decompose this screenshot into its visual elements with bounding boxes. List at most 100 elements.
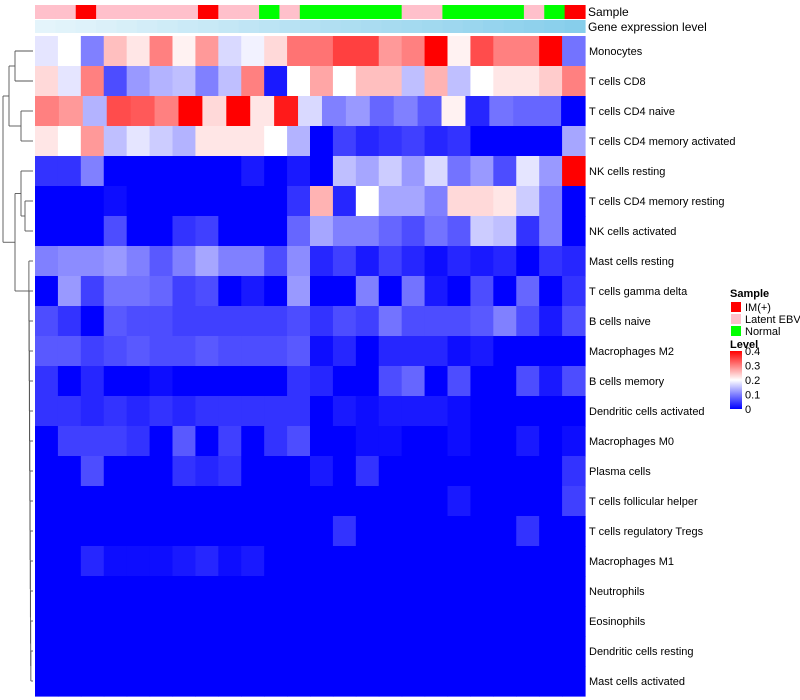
expression-annotation-cell (177, 20, 199, 33)
heatmap-cell (218, 666, 242, 697)
heatmap-cell (470, 516, 494, 547)
heatmap-cell (447, 126, 472, 157)
heatmap-cell (321, 96, 347, 127)
heatmap-cell (172, 426, 197, 457)
expression-annotation-cell (381, 20, 403, 33)
heatmap-cell (172, 396, 197, 427)
level-tick-label: 0.1 (745, 390, 760, 402)
heatmap-cell (218, 456, 242, 487)
heatmap-cell (35, 666, 59, 697)
heatmap-cell (264, 636, 288, 667)
heatmap-cell (378, 336, 403, 367)
heatmap-cell (310, 186, 334, 217)
heatmap-cell (539, 216, 563, 247)
heatmap-cell (298, 96, 323, 127)
heatmap-cell (355, 486, 380, 517)
heatmap-cell (470, 156, 494, 187)
heatmap-cell (264, 306, 288, 337)
heatmap-cell (310, 486, 334, 517)
heatmap-cell (103, 156, 128, 187)
heatmap-cell (126, 516, 151, 547)
heatmap-cell (172, 636, 197, 667)
heatmap-cell (172, 366, 197, 397)
heatmap-cell (493, 186, 517, 217)
heatmap-cell (241, 396, 265, 427)
heatmap-cell (103, 396, 128, 427)
row-label: NK cells activated (589, 226, 676, 238)
heatmap-cell (378, 36, 403, 67)
heatmap-cell (516, 456, 540, 487)
heatmap-cell (80, 426, 105, 457)
heatmap-cell (378, 606, 403, 637)
heatmap-cell (126, 486, 151, 517)
heatmap-cell (493, 156, 517, 187)
heatmap-cell (57, 126, 82, 157)
expression-annotation-cell (564, 20, 586, 33)
heatmap-cell (516, 576, 540, 607)
heatmap-cell (424, 486, 449, 517)
heatmap-cell (80, 606, 105, 637)
heatmap-cell (401, 426, 426, 457)
heatmap-cell (80, 66, 105, 97)
legend-swatch (731, 314, 741, 324)
heatmap-cell (332, 516, 357, 547)
heatmap-cell (355, 546, 380, 577)
heatmap-cell (35, 66, 59, 97)
heatmap-cell (516, 426, 540, 457)
heatmap-cell (172, 546, 197, 577)
heatmap-cell (287, 456, 311, 487)
heatmap-cell (332, 546, 357, 577)
heatmap-cell (332, 486, 357, 517)
heatmap-cell (195, 576, 219, 607)
heatmap-cell (241, 66, 265, 97)
heatmap-cell (126, 156, 151, 187)
heatmap-cell (274, 96, 299, 127)
sample-annotation-cell (503, 5, 525, 19)
heatmap-cell (355, 306, 380, 337)
legend-label: IM(+) (745, 302, 771, 314)
heatmap-cell (470, 306, 494, 337)
heatmap-cell (562, 576, 586, 607)
heatmap-cell (57, 216, 82, 247)
sample-annotation-cell (279, 5, 301, 19)
expression-annotation-cell (96, 20, 118, 33)
heatmap-cell (447, 246, 472, 277)
heatmap-cell (424, 336, 449, 367)
heatmap-cell (218, 486, 242, 517)
column-annotations (35, 5, 586, 33)
heatmap-cell (226, 96, 251, 127)
heatmap-cell (401, 216, 426, 247)
heatmap-cell (80, 126, 105, 157)
heatmap-cell (470, 396, 494, 427)
heatmap-cell (172, 666, 197, 697)
heatmap-cell (310, 396, 334, 427)
heatmap-cell (539, 276, 563, 307)
heatmap-cell (35, 156, 59, 187)
heatmap-cell (218, 66, 242, 97)
heatmap-cell (401, 456, 426, 487)
heatmap-cell (172, 156, 197, 187)
heatmap-cell (103, 576, 128, 607)
heatmap-cell (355, 186, 380, 217)
heatmap-cell (35, 636, 59, 667)
heatmap-cell (103, 336, 128, 367)
heatmap-cell (103, 66, 128, 97)
heatmap-cell (57, 606, 82, 637)
heatmap-cell (562, 546, 586, 577)
heatmap-cell (218, 126, 242, 157)
heatmap-cell (562, 486, 586, 517)
heatmap-cell (424, 366, 449, 397)
expression-annotation-cell (320, 20, 342, 33)
sample-annotation-cell (55, 5, 77, 19)
heatmap-cell (310, 126, 334, 157)
row-label: T cells CD4 memory activated (589, 136, 736, 148)
heatmap-cell (378, 636, 403, 667)
heatmap-cell (103, 426, 128, 457)
sample-annotation-cell (218, 5, 240, 19)
heatmap-cell (195, 216, 219, 247)
heatmap-cell (218, 396, 242, 427)
row-label: Mast cells activated (589, 676, 685, 688)
sample-annotation-label: Sample (588, 5, 629, 19)
heatmap-cell (149, 426, 174, 457)
heatmap-cell (126, 66, 151, 97)
